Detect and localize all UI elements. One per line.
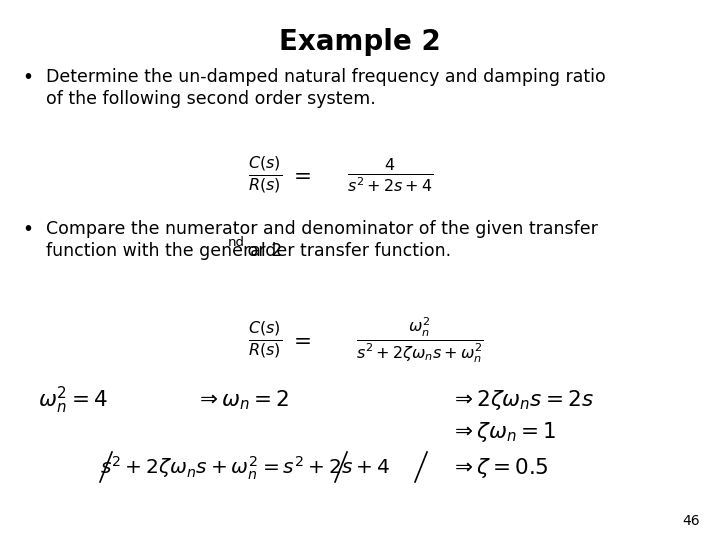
Text: $\Rightarrow \zeta = 0.5$: $\Rightarrow \zeta = 0.5$ — [450, 456, 549, 480]
Text: function with the general 2: function with the general 2 — [46, 242, 282, 260]
Text: Determine the un-damped natural frequency and damping ratio: Determine the un-damped natural frequenc… — [46, 68, 606, 86]
Text: order transfer function.: order transfer function. — [242, 242, 451, 260]
Text: nd: nd — [228, 236, 245, 249]
Text: 46: 46 — [683, 514, 700, 528]
Text: $\omega_n^2 = 4$: $\omega_n^2 = 4$ — [38, 384, 108, 416]
Text: Compare the numerator and denominator of the given transfer: Compare the numerator and denominator of… — [46, 220, 598, 238]
Text: of the following second order system.: of the following second order system. — [46, 90, 376, 108]
Text: $\frac{\omega_n^2}{s^2 + 2\zeta\omega_n s + \omega_n^2}$: $\frac{\omega_n^2}{s^2 + 2\zeta\omega_n … — [356, 315, 484, 365]
Text: •: • — [22, 68, 33, 87]
Text: $\frac{4}{s^2 + 2s + 4}$: $\frac{4}{s^2 + 2s + 4}$ — [346, 156, 433, 194]
Text: $=$: $=$ — [289, 165, 311, 185]
Text: $\frac{C(s)}{R(s)}$: $\frac{C(s)}{R(s)}$ — [248, 154, 282, 195]
Text: $\frac{C(s)}{R(s)}$: $\frac{C(s)}{R(s)}$ — [248, 319, 282, 361]
Text: $\Rightarrow 2\zeta\omega_n s = 2s$: $\Rightarrow 2\zeta\omega_n s = 2s$ — [450, 388, 594, 412]
Text: Example 2: Example 2 — [279, 28, 441, 56]
Text: •: • — [22, 220, 33, 239]
Text: $s^2 + 2\zeta\omega_n s + \omega_n^2 = s^2 + 2s + 4$: $s^2 + 2\zeta\omega_n s + \omega_n^2 = s… — [100, 454, 390, 482]
Text: $\Rightarrow \zeta\omega_n = 1$: $\Rightarrow \zeta\omega_n = 1$ — [450, 420, 557, 444]
Text: $\Rightarrow \omega_n = 2$: $\Rightarrow \omega_n = 2$ — [195, 388, 289, 412]
Text: $=$: $=$ — [289, 330, 311, 350]
